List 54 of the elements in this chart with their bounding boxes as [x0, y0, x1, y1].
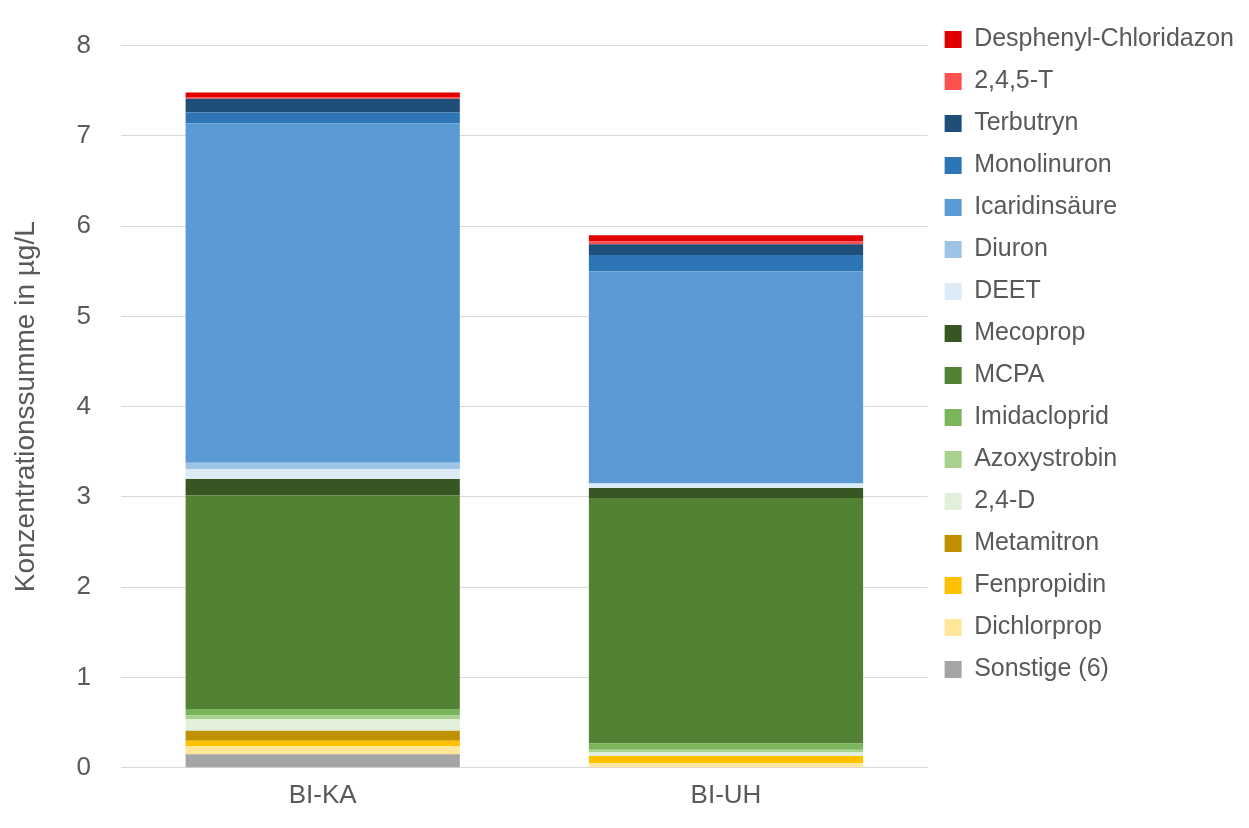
- bar: [185, 478, 460, 496]
- legend-label: Monolinuron: [974, 149, 1112, 178]
- y-tick-label: 8: [76, 28, 92, 59]
- bar: [185, 98, 460, 113]
- bar: [588, 752, 864, 757]
- legend-label: Icaridinsäure: [974, 191, 1118, 220]
- y-tick-label: 7: [76, 119, 92, 150]
- bar: [588, 241, 864, 245]
- y-tick-label: 3: [76, 480, 92, 511]
- bar: [185, 740, 460, 747]
- bar: [185, 112, 460, 124]
- bar: [588, 763, 864, 768]
- bar: [185, 495, 460, 710]
- legend-label: Imidacloprid: [974, 401, 1109, 430]
- y-tick-label: 4: [76, 389, 92, 420]
- bar: [588, 756, 864, 764]
- bar: [588, 483, 864, 488]
- x-tick-label: BI-UH: [690, 778, 762, 809]
- bar: [588, 743, 864, 750]
- y-tick-label: 0: [76, 750, 92, 781]
- bar: [185, 709, 460, 716]
- y-tick-label: 6: [76, 209, 92, 240]
- legend-label: MCPA: [974, 359, 1045, 388]
- legend-label: DEET: [974, 275, 1041, 304]
- bar: [185, 468, 460, 479]
- legend-label: Azoxystrobin: [974, 443, 1118, 472]
- bar: [588, 487, 864, 498]
- bar: [588, 271, 864, 484]
- legend-label: 2,4-D: [974, 485, 1036, 514]
- bar: [588, 255, 864, 272]
- bar: [185, 123, 460, 463]
- legend-label: Terbutryn: [974, 107, 1079, 136]
- bar: [588, 244, 864, 256]
- bar: [185, 715, 460, 720]
- legend-label: Sonstige (6): [974, 653, 1109, 682]
- y-tick-label: 2: [76, 570, 92, 601]
- legend-label: Dichlorprop: [974, 611, 1102, 640]
- bar: [185, 719, 460, 731]
- bar: [185, 746, 460, 755]
- y-axis-title: Konzentrationssumme in µg/L: [8, 221, 40, 593]
- y-tick-label: 1: [76, 660, 92, 691]
- legend-label: Metamitron: [974, 527, 1100, 556]
- legend-label: Mecoprop: [974, 317, 1086, 346]
- legend-label: Diuron: [974, 233, 1048, 262]
- legend-label: Desphenyl-Chloridazon: [974, 23, 1235, 52]
- bar: [588, 497, 864, 744]
- bar: [588, 235, 864, 242]
- y-tick-label: 5: [76, 299, 92, 330]
- bar: [185, 730, 460, 741]
- bar: [185, 462, 460, 469]
- legend-label: 2,4,5-T: [974, 65, 1054, 94]
- x-tick-label: BI-KA: [288, 778, 358, 809]
- bar: [185, 754, 460, 768]
- legend-label: Fenpropidin: [974, 569, 1107, 598]
